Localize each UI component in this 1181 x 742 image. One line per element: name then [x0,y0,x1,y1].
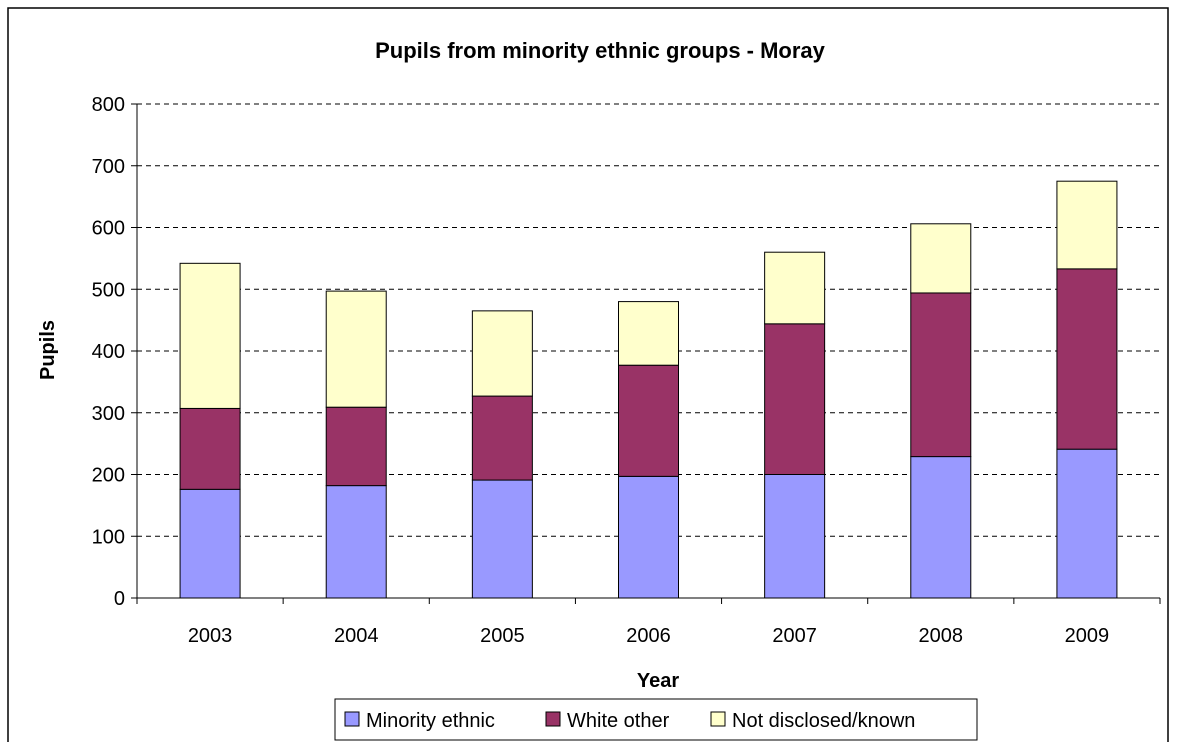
bar-segment [325,406,387,487]
chart-title: Pupils from minority ethnic groups - Mor… [375,38,826,63]
bar-segment [764,323,826,475]
bar-segment [618,301,679,366]
bar-segment [764,251,826,325]
bar-segment [325,485,387,599]
bar-segment [179,407,241,490]
x-tick-label: 2004 [334,625,379,647]
bar-segment [618,364,679,477]
y-tick-label: 200 [92,465,125,487]
legend-label: White other [567,710,670,732]
bar-segment [910,292,972,458]
bar-segment [1056,448,1118,599]
bar-segment [179,488,241,599]
bar-segment [910,456,972,599]
bar-segment [471,479,533,599]
bar-segment [471,395,533,481]
y-tick-label: 700 [92,156,125,178]
legend-swatch [545,711,561,727]
x-tick-label: 2008 [919,625,964,647]
legend: Minority ethnic White other Not disclosed/… [334,698,978,741]
y-tick-label: 800 [92,94,125,116]
x-axis-title: Year [637,670,679,692]
y-tick-label: 0 [114,588,125,610]
bar-segment [1056,180,1118,270]
x-tick-label: 2003 [188,625,233,647]
legend-box [334,698,978,741]
bars [179,180,1118,599]
bar-segment [764,474,826,599]
legend-swatch [344,711,360,727]
y-axis-ticks: 0 100 200 300 400 500 600 700 800 [92,94,137,610]
y-tick-label: 300 [92,403,125,425]
bar-segment [325,290,387,408]
x-tick-label: 2007 [772,625,817,647]
bar-segment [910,223,972,294]
bar-segment [1056,268,1118,450]
bar-segment [179,262,241,409]
legend-label: Minority ethnic [366,710,495,732]
x-tick-label: 2005 [480,625,525,647]
legend-swatch [710,711,726,727]
y-tick-label: 600 [92,218,125,240]
axes [136,104,1160,599]
x-tick-label: 2009 [1065,625,1110,647]
x-axis-ticks: 2003 2004 2005 2006 2007 2008 2009 [136,598,1161,647]
y-tick-label: 500 [92,279,125,301]
y-tick-label: 100 [92,526,125,548]
legend-label: Not disclosed/known [732,710,915,732]
bar-segment [618,475,679,599]
y-axis-title: Pupils [37,320,59,380]
bar-segment [471,310,533,397]
y-tick-label: 400 [92,341,125,363]
x-tick-label: 2006 [626,625,671,647]
